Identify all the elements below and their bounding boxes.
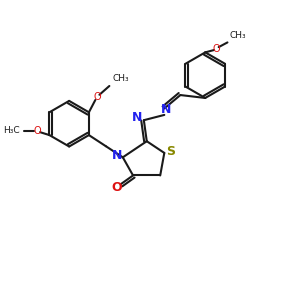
Text: CH₃: CH₃ (112, 74, 129, 83)
Text: O: O (212, 44, 220, 54)
Text: S: S (166, 145, 175, 158)
Text: N: N (160, 103, 171, 116)
Text: O: O (93, 92, 101, 102)
Text: O: O (33, 126, 41, 136)
Text: H₃C: H₃C (4, 126, 20, 135)
Text: O: O (111, 181, 122, 194)
Text: N: N (132, 111, 142, 124)
Text: N: N (112, 149, 123, 162)
Text: CH₃: CH₃ (230, 31, 246, 40)
